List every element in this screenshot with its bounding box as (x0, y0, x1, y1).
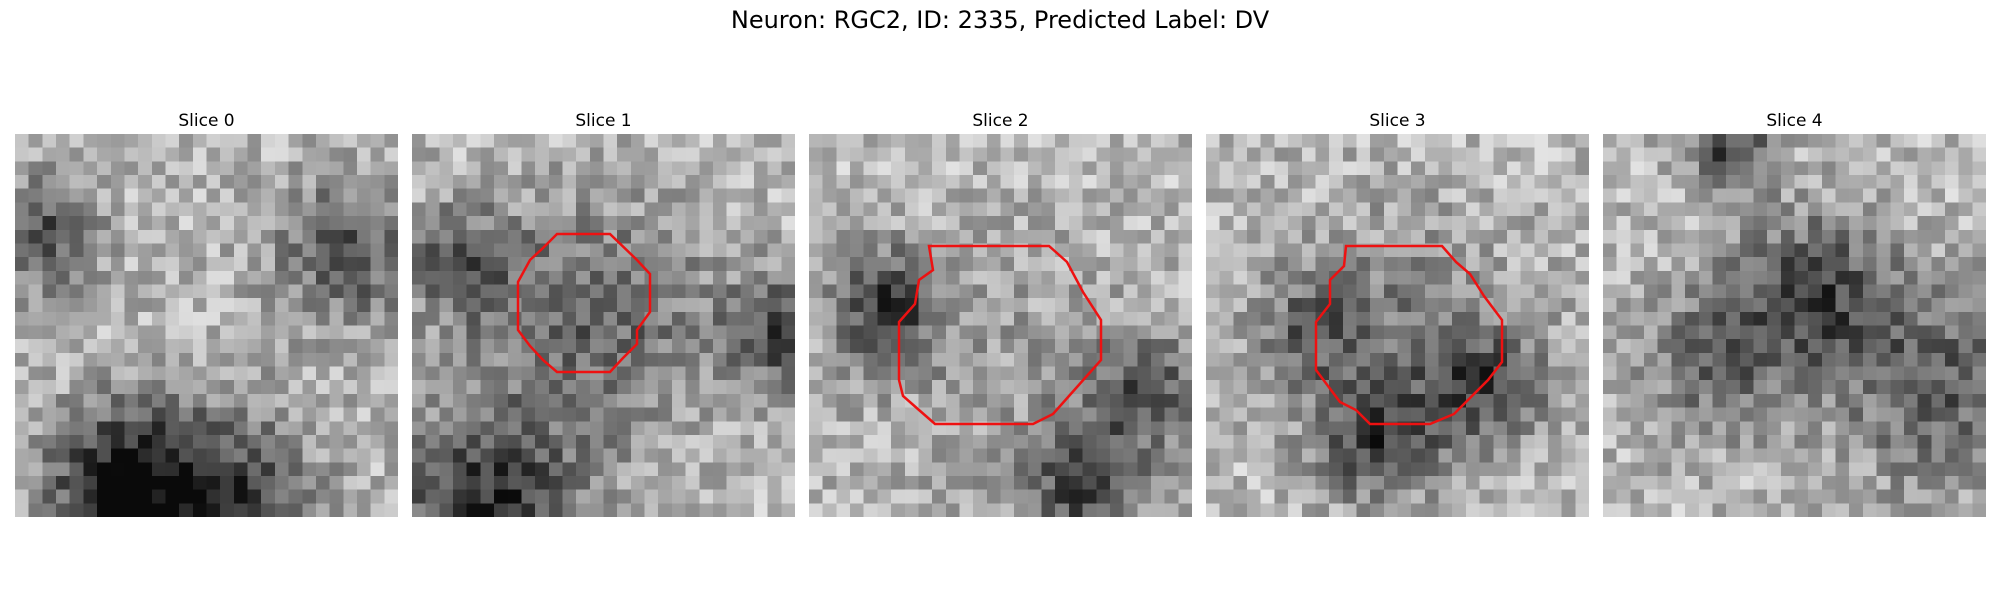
slice-panel-2: Slice 2 (809, 108, 1192, 517)
slice-title: Slice 2 (972, 111, 1029, 131)
grayscale-slice-image (15, 134, 398, 517)
grayscale-slice-image (809, 134, 1192, 517)
slice-title: Slice 0 (178, 111, 235, 131)
slice-panel-4: Slice 4 (1603, 108, 1986, 517)
grayscale-slice-image (1206, 134, 1589, 517)
slice-title: Slice 1 (575, 111, 632, 131)
slice-panel-3: Slice 3 (1206, 108, 1589, 517)
slice-title: Slice 3 (1369, 111, 1426, 131)
slice-panel-0: Slice 0 (15, 108, 398, 517)
grayscale-slice-image (1603, 134, 1986, 517)
figure-title: Neuron: RGC2, ID: 2335, Predicted Label:… (730, 6, 1270, 34)
grayscale-slice-image (412, 134, 795, 517)
slice-panel-1: Slice 1 (412, 108, 795, 517)
segmentation-contour (516, 232, 652, 374)
segmentation-contour (897, 244, 1103, 426)
slice-title: Slice 4 (1766, 111, 1823, 131)
segmentation-contour (1314, 244, 1504, 426)
